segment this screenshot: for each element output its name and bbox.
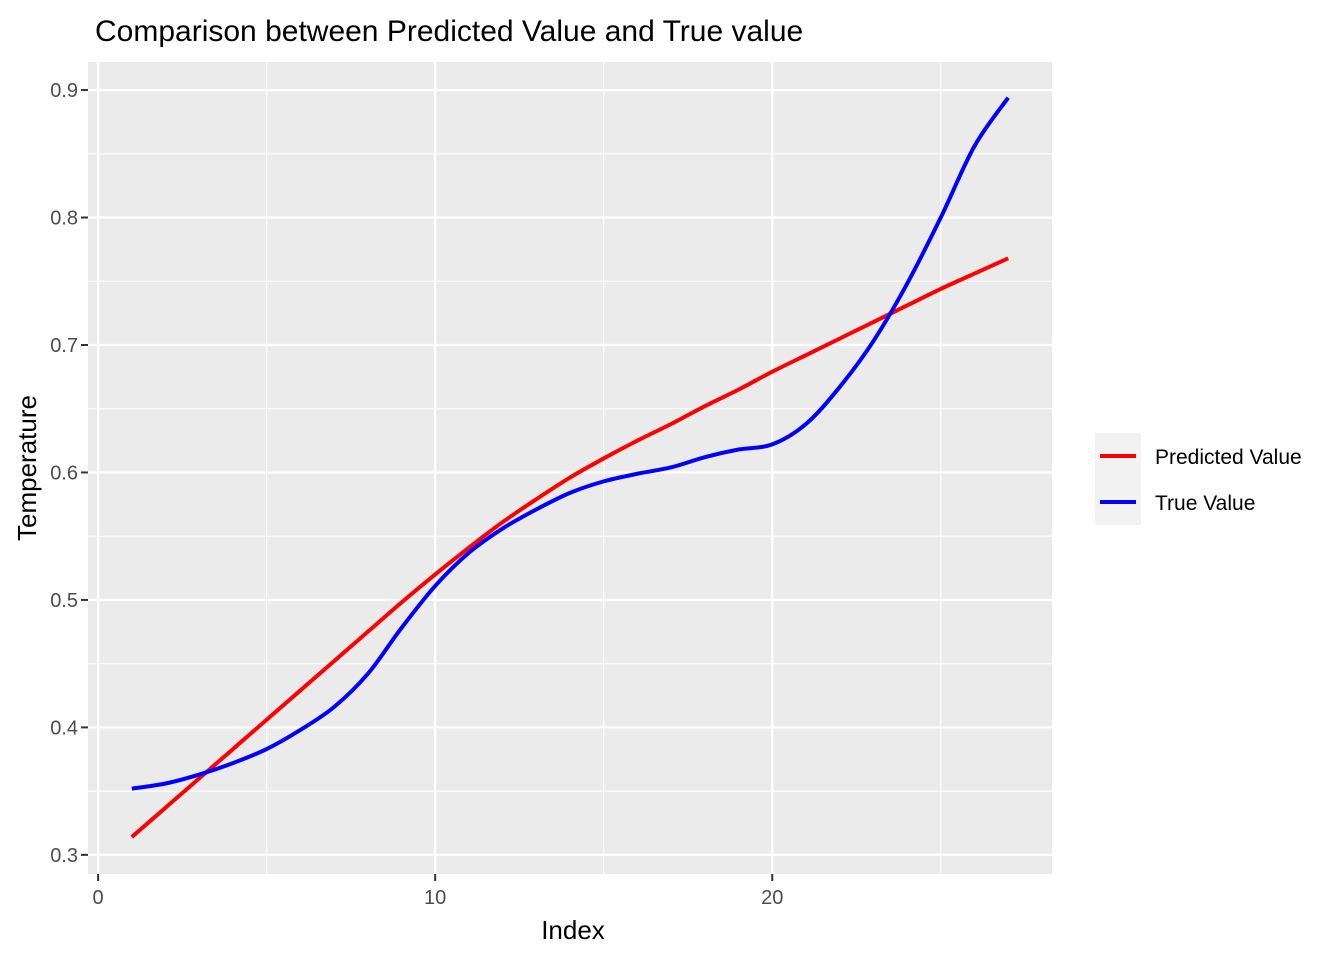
minor-gridlines [88,62,1052,874]
series-lines [130,96,1010,839]
legend-label-predicted-value: Predicted Value [1155,446,1302,469]
y-tick-label: 0.9 [50,80,78,102]
x-axis: 0 10 20 [93,874,783,909]
x-tick-label: 20 [761,887,783,909]
legend-label-true-value: True Value [1155,492,1255,515]
major-gridlines [88,62,1052,874]
y-tick-label: 0.7 [50,335,78,357]
y-tick-label: 0.5 [50,590,78,612]
plot-panel [88,62,1052,874]
y-tick-label: 0.8 [50,208,78,230]
series-line-predicted-value [130,256,1010,839]
legend: Predicted Value True Value [1095,433,1302,525]
series-line-true-value [131,96,1010,791]
y-axis: 0.3 0.4 0.5 0.6 0.7 0.8 0.9 [50,80,88,867]
y-tick-label: 0.6 [50,462,78,484]
x-tick-label: 10 [424,887,446,909]
y-tick-label: 0.3 [50,845,78,867]
y-tick-label: 0.4 [50,717,78,739]
x-axis-title: Index [541,915,605,945]
x-tick-label: 0 [93,887,104,909]
chart-title: Comparison between Predicted Value and T… [95,15,803,48]
y-axis-title: Temperature [12,395,42,541]
